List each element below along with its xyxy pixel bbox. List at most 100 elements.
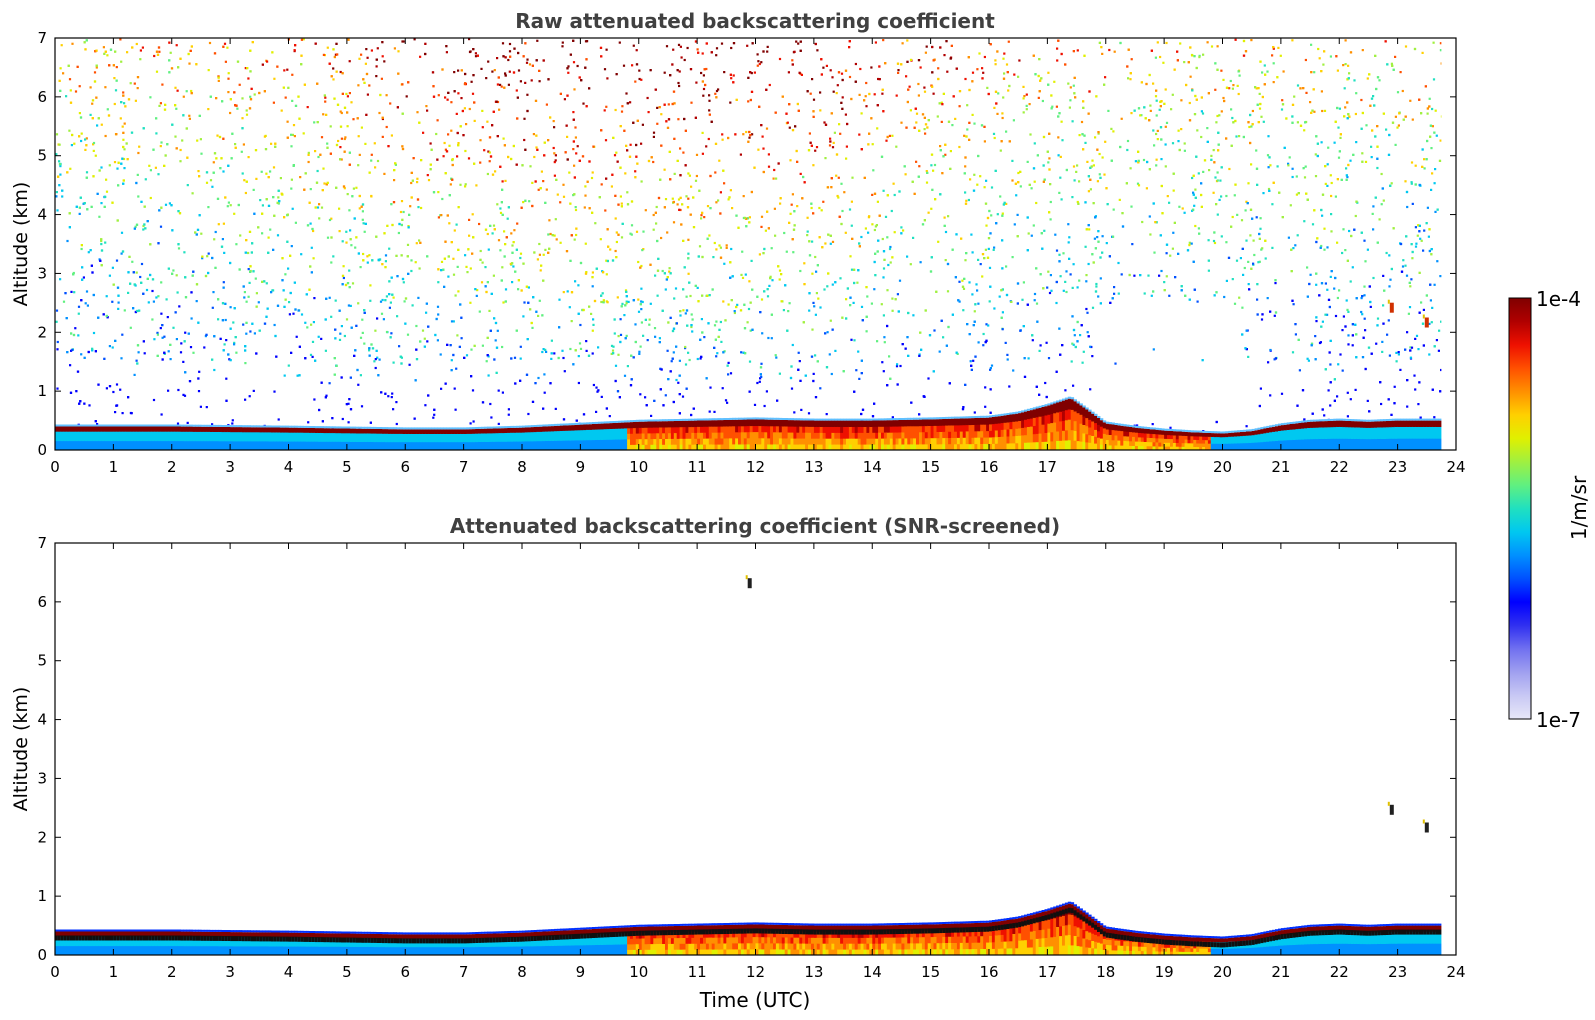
noise-pixel <box>339 70 342 74</box>
noise-pixel <box>174 104 177 107</box>
noise-pixel <box>69 364 72 367</box>
noise-pixel <box>909 58 913 61</box>
noise-pixel <box>1328 305 1331 309</box>
noise-pixel <box>401 218 404 221</box>
noise-pixel <box>1035 385 1038 388</box>
noise-pixel <box>947 215 950 218</box>
noise-pixel <box>621 105 624 108</box>
noise-pixel <box>337 139 340 143</box>
noise-pixel <box>133 373 136 376</box>
noise-pixel <box>649 302 652 305</box>
noise-pixel <box>1002 96 1005 99</box>
noise-pixel <box>347 402 350 405</box>
noise-pixel <box>1036 154 1039 157</box>
noise-pixel <box>361 331 364 334</box>
noise-pixel <box>416 198 420 201</box>
noise-pixel <box>494 170 497 173</box>
noise-pixel <box>233 341 236 344</box>
noise-pixel <box>549 382 552 385</box>
noise-pixel <box>531 181 534 184</box>
noise-pixel <box>1193 113 1197 116</box>
noise-pixel <box>1049 274 1052 277</box>
noise-pixel <box>513 229 516 232</box>
noise-pixel <box>985 224 988 227</box>
noise-pixel <box>392 408 395 411</box>
noise-pixel <box>401 112 404 115</box>
noise-pixel <box>448 222 451 225</box>
noise-pixel <box>1147 274 1150 277</box>
noise-pixel <box>766 210 769 213</box>
noise-pixel <box>488 160 491 163</box>
noise-pixel <box>647 111 650 114</box>
noise-pixel <box>269 228 272 231</box>
noise-pixel <box>619 333 623 336</box>
noise-pixel <box>731 207 734 210</box>
noise-pixel <box>886 194 889 197</box>
noise-pixel <box>687 197 690 200</box>
noise-pixel <box>1079 334 1082 337</box>
noise-pixel <box>255 292 258 295</box>
noise-pixel <box>927 377 930 380</box>
noise-pixel <box>989 232 992 235</box>
noise-pixel <box>1217 149 1220 152</box>
noise-pixel <box>1258 92 1261 95</box>
noise-pixel <box>58 79 61 82</box>
noise-pixel <box>503 86 506 89</box>
noise-pixel <box>157 295 160 298</box>
noise-pixel <box>78 402 81 405</box>
noise-pixel <box>1136 424 1139 427</box>
noise-pixel <box>439 353 442 356</box>
noise-pixel <box>334 53 337 56</box>
noise-pixel <box>1321 109 1324 113</box>
noise-pixel <box>489 155 493 158</box>
noise-pixel <box>265 198 268 201</box>
noise-pixel <box>946 70 949 73</box>
noise-pixel <box>470 375 473 378</box>
noise-pixel <box>1073 92 1076 95</box>
noise-pixel <box>175 274 178 277</box>
noise-pixel <box>877 77 880 81</box>
noise-pixel <box>363 342 366 345</box>
noise-pixel <box>106 54 109 57</box>
noise-pixel <box>612 345 615 348</box>
noise-pixel <box>510 357 513 360</box>
noise-pixel <box>559 201 562 204</box>
noise-pixel <box>1423 167 1426 170</box>
noise-pixel <box>627 300 630 303</box>
noise-pixel <box>504 288 508 291</box>
noise-pixel <box>745 130 748 134</box>
noise-pixel <box>1105 242 1108 245</box>
noise-pixel <box>1439 139 1442 142</box>
noise-pixel <box>141 46 144 49</box>
noise-pixel <box>842 370 845 373</box>
noise-pixel <box>631 64 634 67</box>
noise-pixel <box>697 255 700 258</box>
noise-pixel <box>263 135 266 138</box>
noise-pixel <box>435 132 438 136</box>
noise-pixel <box>1017 75 1020 78</box>
noise-pixel <box>884 215 888 218</box>
noise-pixel <box>97 383 100 386</box>
noise-pixel <box>212 171 215 174</box>
noise-pixel <box>176 422 180 425</box>
noise-pixel <box>184 276 187 279</box>
noise-pixel <box>1180 128 1183 131</box>
noise-pixel <box>673 297 676 300</box>
noise-pixel <box>866 295 869 298</box>
noise-pixel <box>371 347 375 350</box>
noise-pixel <box>146 220 149 223</box>
noise-pixel <box>176 89 179 92</box>
noise-pixel <box>1431 107 1434 111</box>
noise-pixel <box>768 83 771 87</box>
noise-pixel <box>124 105 127 108</box>
noise-pixel <box>672 351 675 354</box>
noise-pixel <box>944 153 947 156</box>
noise-pixel <box>891 256 894 259</box>
noise-pixel <box>232 321 235 324</box>
noise-pixel <box>1277 46 1280 49</box>
noise-pixel <box>1313 209 1316 212</box>
noise-pixel <box>478 310 481 313</box>
noise-pixel <box>818 206 821 210</box>
noise-pixel <box>415 358 419 361</box>
noise-pixel <box>983 257 986 260</box>
